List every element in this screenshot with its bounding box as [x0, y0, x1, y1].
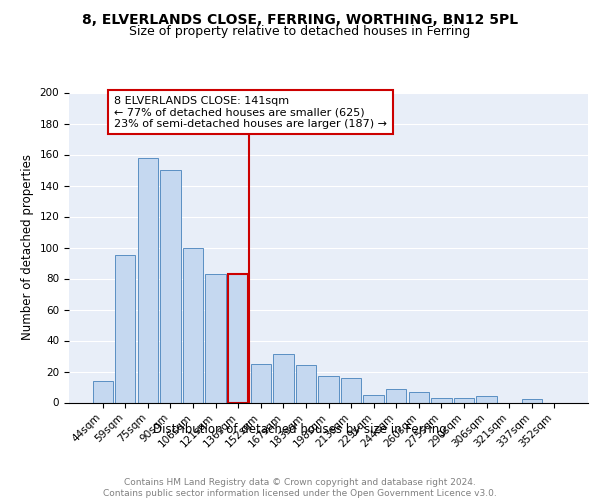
Bar — [228, 274, 248, 402]
Bar — [319, 376, 338, 402]
Bar — [364, 395, 384, 402]
Bar — [341, 378, 361, 402]
Bar — [409, 392, 429, 402]
Text: 8, ELVERLANDS CLOSE, FERRING, WORTHING, BN12 5PL: 8, ELVERLANDS CLOSE, FERRING, WORTHING, … — [82, 12, 518, 26]
Text: Size of property relative to detached houses in Ferring: Size of property relative to detached ho… — [130, 25, 470, 38]
Bar — [205, 274, 226, 402]
Text: Distribution of detached houses by size in Ferring: Distribution of detached houses by size … — [153, 422, 447, 436]
Text: Contains HM Land Registry data © Crown copyright and database right 2024.
Contai: Contains HM Land Registry data © Crown c… — [103, 478, 497, 498]
Bar — [273, 354, 293, 403]
Bar — [115, 255, 136, 402]
Bar — [138, 158, 158, 402]
Bar — [431, 398, 452, 402]
Bar — [386, 388, 406, 402]
Y-axis label: Number of detached properties: Number of detached properties — [21, 154, 34, 340]
Bar — [476, 396, 497, 402]
Bar — [251, 364, 271, 403]
Text: 8 ELVERLANDS CLOSE: 141sqm
← 77% of detached houses are smaller (625)
23% of sem: 8 ELVERLANDS CLOSE: 141sqm ← 77% of deta… — [114, 96, 387, 129]
Bar — [160, 170, 181, 402]
Bar — [92, 381, 113, 402]
Bar — [296, 366, 316, 403]
Bar — [454, 398, 474, 402]
Bar — [183, 248, 203, 402]
Bar — [521, 400, 542, 402]
